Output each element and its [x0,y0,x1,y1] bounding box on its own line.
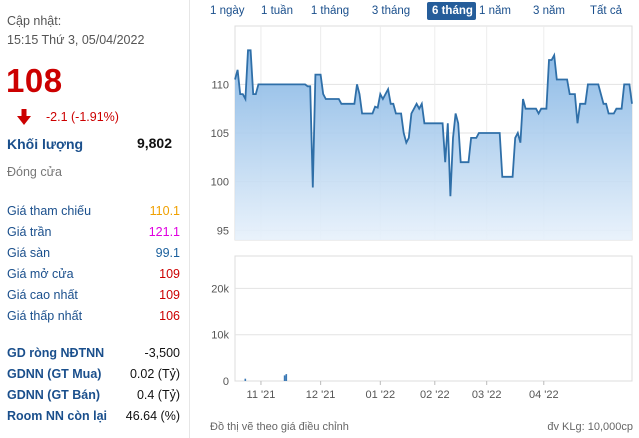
tab-range[interactable]: 1 ngày [210,5,245,17]
price-row-label: Giá trần [7,225,52,239]
foreign-row-value: -3,500 [144,346,180,360]
price-row-value: 99.1 [155,246,180,260]
tab-range[interactable]: 3 năm [533,5,565,17]
price-row-label: Giá cao nhất [7,288,78,302]
volume-value: 9,802 [136,135,172,151]
update-label: Cập nhật: [7,14,62,28]
tab-range[interactable]: 1 tuần [261,5,293,17]
price-row: Giá sàn 99.1 [7,246,180,264]
y-tick-label: 0 [223,376,229,388]
x-tick-label: 12 '21 [306,389,336,401]
price-row-value: 106 [159,309,180,323]
price-row-value: 109 [159,288,180,302]
y-tick-label: 95 [217,225,229,237]
price-row: Giá cao nhất 109 [7,288,180,306]
y-tick-label: 10k [211,330,229,342]
foreign-row-value: 0.4 (Tỷ) [136,388,180,402]
update-time: 15:15 Thứ 3, 05/04/2022 [7,33,145,47]
x-tick-label: 01 '22 [365,389,395,401]
volume-bar [283,375,286,381]
price-chart: 110 105 100 95 [211,25,633,241]
x-tick-label: 02 '22 [420,389,450,401]
x-tick-label: 11 '21 [247,389,276,401]
price-row-label: Giá sàn [7,246,51,260]
tab-range[interactable]: 1 tháng [310,5,350,17]
tab-range[interactable]: 3 tháng [371,5,411,17]
foreign-row-label: Room NN còn lại [7,409,108,423]
last-price: 108 [6,62,63,99]
volume-bar [285,374,288,381]
market-status: Đóng cửa [7,165,62,179]
chart-footnote: Đồ thị vẽ theo giá điều chỉnh [210,421,349,433]
foreign-row: GDNN (GT Bán) 0.4 (Tỷ) [7,388,180,406]
price-row: Giá trần 121.1 [7,225,180,243]
foreign-row-label: GDNN (GT Mua) [7,367,102,381]
tab-range[interactable]: 1 năm [479,5,511,17]
price-row-label: Giá thấp nhất [7,309,83,323]
tab-range[interactable]: Tất cả [590,5,622,17]
foreign-row-value: 46.64 (%) [125,409,180,423]
volume-unit-note: đv KLg: 10,000cp [547,421,633,433]
price-row: Giá mở cửa 109 [7,267,180,285]
foreign-row-label: GDNN (GT Bán) [7,388,101,402]
y-tick-label: 20k [211,283,229,295]
price-line [234,49,633,197]
y-tick-label: 110 [211,79,229,91]
tab-range[interactable]: 6 tháng [427,2,476,20]
foreign-row: Room NN còn lại 46.64 (%) [7,409,180,427]
price-change: -2.1 (-1.91%) [46,110,119,124]
down-arrow-icon [17,109,31,125]
price-row: Giá thấp nhất 106 [7,309,180,327]
y-tick-label: 100 [211,177,229,189]
foreign-row: GD ròng NĐTNN -3,500 [7,346,180,364]
price-row: Giá tham chiếu 110.1 [7,204,180,222]
panel-divider [189,0,190,438]
price-row-value: 109 [159,267,180,281]
x-tick-label: 03 '22 [472,389,502,401]
volume-label: Khối lượng [7,136,84,152]
price-row-label: Giá mở cửa [7,267,74,281]
price-row-label: Giá tham chiếu [7,204,92,218]
quote-panel: Cập nhật: 15:15 Thứ 3, 05/04/2022 108 -2… [0,0,190,438]
x-tick-label: 04 '22 [529,389,559,401]
volume-bar [244,378,247,381]
foreign-row-label: GD ròng NĐTNN [7,346,105,360]
price-row-value: 121.1 [148,225,180,239]
price-area [235,50,632,240]
y-tick-label: 105 [211,128,229,140]
foreign-row: GDNN (GT Mua) 0.02 (Tỷ) [7,367,180,385]
plot-frame [234,255,633,382]
price-row-value: 110.1 [149,204,180,218]
volume-chart: 20k 10k 0 11 '21 12 '21 01 '22 02 '22 03 '22 04 … [211,255,633,401]
foreign-row-value: 0.02 (Tỷ) [129,367,180,381]
